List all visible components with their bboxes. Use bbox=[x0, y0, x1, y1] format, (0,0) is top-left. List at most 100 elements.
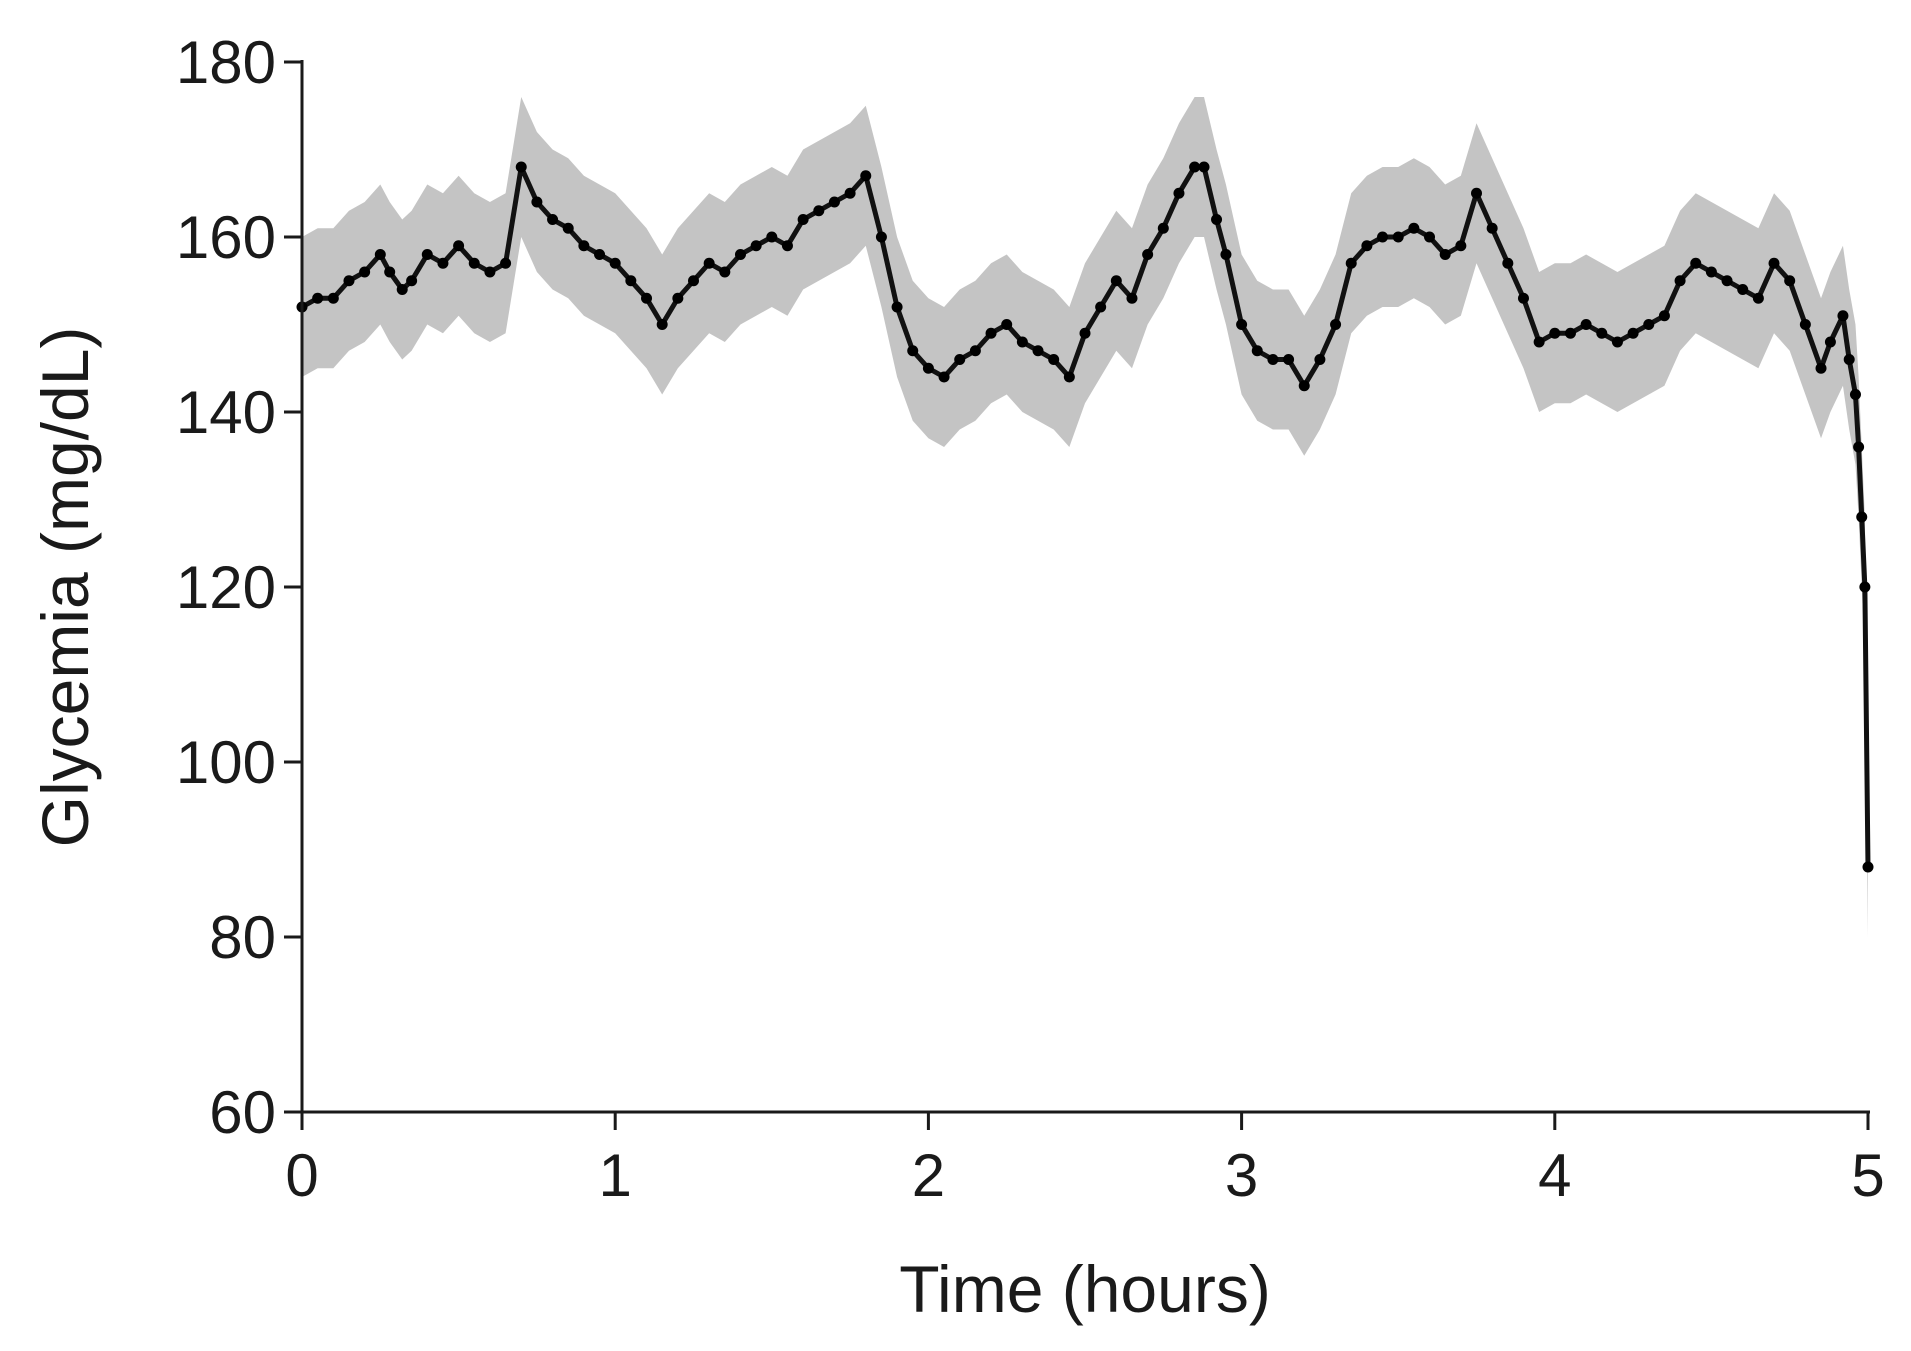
data-point bbox=[1424, 231, 1436, 243]
data-point bbox=[1016, 336, 1028, 348]
data-point bbox=[750, 240, 762, 252]
data-point bbox=[1674, 275, 1686, 287]
data-point bbox=[813, 205, 825, 217]
data-point bbox=[1611, 336, 1623, 348]
data-point bbox=[562, 222, 574, 234]
data-point bbox=[1361, 240, 1373, 252]
data-point bbox=[1752, 292, 1764, 304]
data-point bbox=[1502, 257, 1514, 269]
data-point bbox=[938, 371, 950, 383]
data-point bbox=[1486, 222, 1498, 234]
y-axis-ticks: 60 80 100 120 140 160 180 bbox=[176, 29, 302, 1146]
data-point bbox=[1173, 187, 1185, 199]
data-point bbox=[1455, 240, 1467, 252]
data-point bbox=[515, 161, 527, 173]
data-point bbox=[1330, 319, 1342, 330]
data-point bbox=[1198, 161, 1210, 173]
data-point bbox=[1859, 581, 1871, 593]
data-point bbox=[688, 275, 699, 287]
data-point bbox=[1048, 354, 1060, 365]
data-point bbox=[406, 275, 418, 287]
data-point bbox=[1110, 275, 1122, 287]
x-tick-label: 0 bbox=[285, 1142, 318, 1209]
data-point bbox=[1737, 284, 1749, 295]
data-point bbox=[922, 362, 934, 374]
x-tick-label: 2 bbox=[912, 1142, 945, 1209]
data-point bbox=[327, 292, 339, 304]
data-point bbox=[531, 196, 543, 208]
data-point bbox=[421, 249, 433, 260]
data-point bbox=[384, 266, 396, 278]
confidence-band bbox=[302, 97, 1868, 937]
x-tick-label: 4 bbox=[1538, 1142, 1571, 1209]
data-point bbox=[703, 257, 715, 269]
x-tick-label: 5 bbox=[1851, 1142, 1884, 1209]
data-point bbox=[781, 240, 793, 252]
data-point bbox=[1690, 257, 1702, 269]
data-point bbox=[1843, 354, 1855, 365]
data-point bbox=[468, 257, 480, 269]
data-point bbox=[1157, 222, 1169, 234]
data-point bbox=[1345, 257, 1357, 269]
data-point bbox=[844, 187, 856, 199]
data-point bbox=[1721, 275, 1733, 287]
data-point bbox=[954, 354, 966, 365]
y-tick-label: 80 bbox=[209, 904, 276, 971]
x-axis-label: Time (hours) bbox=[899, 1252, 1271, 1326]
data-point bbox=[1079, 327, 1091, 339]
y-tick-label: 160 bbox=[176, 204, 276, 271]
data-point bbox=[1126, 292, 1138, 304]
data-point bbox=[1549, 327, 1561, 339]
data-point bbox=[797, 214, 809, 225]
data-point bbox=[1564, 327, 1576, 339]
y-tick-label: 60 bbox=[209, 1079, 276, 1146]
data-point bbox=[1095, 301, 1107, 313]
data-point bbox=[1236, 319, 1248, 330]
data-point bbox=[969, 345, 981, 357]
data-point bbox=[1377, 231, 1389, 243]
y-tick-label: 180 bbox=[176, 29, 276, 96]
data-point bbox=[1314, 354, 1326, 365]
data-point bbox=[1768, 257, 1780, 269]
data-point bbox=[1251, 345, 1263, 357]
data-point bbox=[1815, 362, 1827, 374]
data-point bbox=[1142, 249, 1154, 260]
data-point bbox=[1001, 319, 1013, 330]
data-point bbox=[484, 266, 496, 278]
data-point bbox=[1705, 266, 1717, 278]
data-point bbox=[1658, 310, 1670, 322]
data-point bbox=[578, 240, 590, 252]
data-point bbox=[1408, 222, 1420, 234]
data-point bbox=[1189, 161, 1201, 173]
data-point bbox=[656, 319, 668, 330]
data-point bbox=[359, 266, 371, 278]
data-point bbox=[609, 257, 621, 269]
data-point bbox=[1267, 354, 1279, 365]
data-points bbox=[296, 161, 1874, 873]
data-point bbox=[594, 249, 606, 260]
data-point bbox=[1849, 389, 1861, 400]
data-point bbox=[1856, 511, 1868, 523]
data-point bbox=[1533, 336, 1545, 348]
data-point bbox=[672, 292, 684, 304]
data-point bbox=[1471, 187, 1482, 199]
data-point bbox=[547, 214, 559, 225]
data-point bbox=[1392, 231, 1404, 243]
data-point bbox=[1211, 214, 1223, 225]
data-point bbox=[875, 231, 887, 243]
data-point bbox=[1643, 319, 1655, 330]
data-point bbox=[1799, 319, 1811, 330]
data-point bbox=[1063, 371, 1075, 383]
data-point bbox=[500, 257, 512, 269]
data-point bbox=[1283, 354, 1295, 365]
data-point bbox=[766, 231, 778, 243]
data-point bbox=[312, 292, 324, 304]
data-point bbox=[891, 301, 903, 313]
data-point bbox=[1627, 327, 1639, 339]
data-point bbox=[828, 196, 840, 208]
data-point bbox=[1596, 327, 1608, 339]
data-point bbox=[453, 240, 465, 252]
data-point bbox=[396, 284, 408, 295]
y-tick-label: 100 bbox=[176, 729, 276, 796]
